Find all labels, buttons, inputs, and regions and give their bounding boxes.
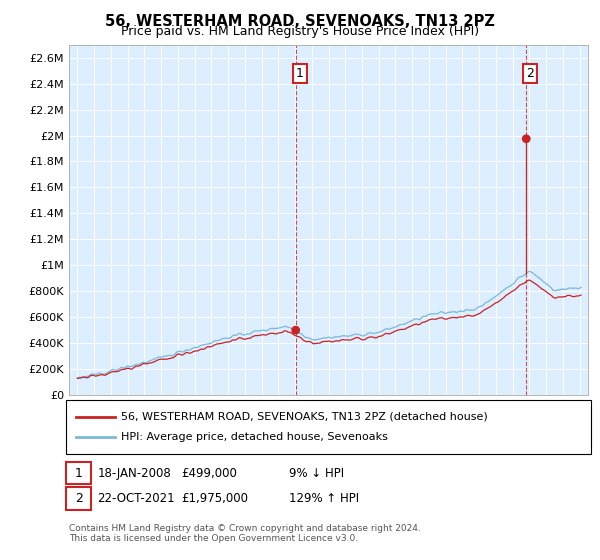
Text: 1: 1 (74, 466, 83, 480)
Text: £499,000: £499,000 (181, 466, 237, 480)
Point (291, 325, 301, 334)
Text: Contains HM Land Registry data © Crown copyright and database right 2024.
This d: Contains HM Land Registry data © Crown c… (69, 524, 421, 543)
Text: 1: 1 (296, 67, 304, 80)
Text: 56, WESTERHAM ROAD, SEVENOAKS, TN13 2PZ (detached house): 56, WESTERHAM ROAD, SEVENOAKS, TN13 2PZ … (121, 412, 488, 422)
Text: 22-OCT-2021: 22-OCT-2021 (97, 492, 175, 505)
Text: Price paid vs. HM Land Registry's House Price Index (HPI): Price paid vs. HM Land Registry's House … (121, 25, 479, 38)
Text: 18-JAN-2008: 18-JAN-2008 (97, 466, 171, 480)
Text: 2: 2 (74, 492, 83, 505)
Text: 2: 2 (526, 67, 534, 80)
Text: £1,975,000: £1,975,000 (181, 492, 248, 505)
Text: 56, WESTERHAM ROAD, SEVENOAKS, TN13 2PZ: 56, WESTERHAM ROAD, SEVENOAKS, TN13 2PZ (105, 14, 495, 29)
Text: 9% ↓ HPI: 9% ↓ HPI (289, 466, 344, 480)
Point (521, 134, 531, 143)
Text: 129% ↑ HPI: 129% ↑ HPI (289, 492, 359, 505)
Text: HPI: Average price, detached house, Sevenoaks: HPI: Average price, detached house, Seve… (121, 432, 388, 442)
